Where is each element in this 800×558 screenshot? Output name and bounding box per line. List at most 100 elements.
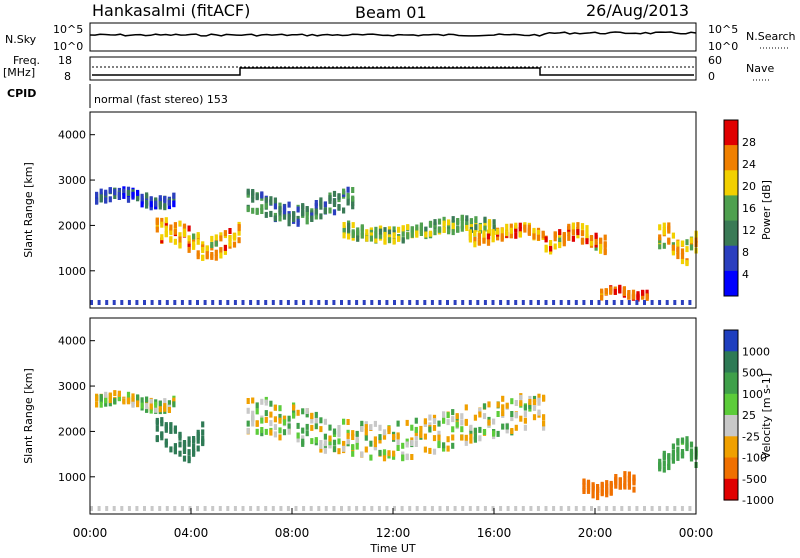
velocity-cell-332 [414, 434, 418, 441]
power-cell-352 [383, 232, 387, 238]
velocity-cell-521 [623, 475, 627, 482]
velocity-cell-435 [510, 398, 514, 405]
velocity-cell-146 [246, 420, 250, 427]
power-cell-39 [126, 190, 131, 196]
power-cell-689 [658, 224, 662, 231]
power-colorbar: 28 24 20 16 12 8 4 [723, 119, 756, 297]
power-cell-433 [456, 219, 460, 226]
velocity-cell-308 [392, 450, 396, 457]
velocity-noise-189 [567, 506, 571, 511]
power-cell-244 [296, 218, 300, 225]
velocity-cell-113 [173, 448, 177, 455]
power-cell-333 [365, 229, 369, 236]
velocity-cell-180 [278, 413, 282, 420]
velocity-cell-527 [627, 475, 631, 482]
power-cell-587 [567, 229, 571, 236]
power-cell-378 [406, 232, 410, 239]
power-cell-703 [671, 249, 675, 256]
velocity-cell-361 [442, 445, 446, 452]
velocity-cell-380 [460, 413, 464, 420]
power-cell-126 [187, 235, 191, 242]
velocity-cell-24 [113, 398, 117, 405]
velocity-noise-129 [415, 506, 419, 511]
velocity-cell-109 [169, 446, 173, 453]
velocity-colorbar-label: Velocity [m s-1] [760, 373, 773, 459]
power-noise-9 [112, 300, 116, 305]
velocity-noise-42 [196, 506, 199, 511]
power-cell-698 [667, 227, 671, 234]
power-cell-19 [108, 187, 112, 194]
velocity-cell-554 [671, 443, 675, 450]
power-cell-609 [585, 225, 589, 232]
velocity-noise-90 [317, 506, 321, 511]
velocity-cell-278 [364, 424, 368, 431]
power-cell-669 [631, 293, 636, 300]
power-cell-413 [437, 218, 442, 225]
velocity-cell-313 [396, 420, 400, 427]
velocity-noise-33 [173, 506, 177, 511]
velocity-cell-383 [460, 434, 464, 441]
power-noise-228 [665, 300, 669, 305]
velocity-noise-105 [355, 506, 359, 511]
power-cell-81 [167, 203, 171, 210]
power-cell-339 [369, 235, 373, 242]
power-noise-57 [233, 300, 237, 305]
power-cell-718 [685, 239, 689, 246]
power-noise-102 [347, 300, 351, 305]
velocity-cell-246 [337, 438, 341, 445]
power-noise-216 [635, 300, 639, 305]
power-cell-423 [447, 228, 451, 235]
velocity-cell-573 [689, 455, 694, 462]
power-cbar-tick-4: 12 [742, 224, 756, 237]
velocity-cell-294 [378, 434, 382, 441]
velocity-noise-222 [650, 506, 654, 511]
velocity-cell-472 [542, 420, 546, 427]
velocity-noise-135 [430, 506, 434, 511]
power-noise-204 [605, 300, 609, 305]
velocity-noise-66 [256, 506, 260, 511]
velocity-cell-553 [671, 454, 675, 461]
power-noise-36 [180, 300, 184, 305]
velocity-cell-358 [437, 434, 441, 441]
velocity-noise-6 [105, 506, 109, 511]
power-noise-186 [559, 300, 563, 305]
power-cell-438 [460, 222, 464, 229]
velocity-cell-275 [364, 434, 368, 441]
power-cell-311 [347, 222, 351, 229]
velocity-cell-360 [442, 411, 446, 418]
velocity-cell-377 [455, 421, 459, 428]
velocity-cell-421 [496, 430, 500, 437]
power-cell-347 [378, 232, 383, 239]
power-cell-266 [319, 213, 323, 220]
power-noise-69 [264, 300, 268, 305]
power-cell-234 [287, 214, 291, 221]
power-noise-54 [226, 300, 230, 305]
velocity-cell-203 [296, 409, 300, 416]
velocity-cell-58 [145, 406, 149, 413]
velocity-cell-464 [532, 399, 537, 405]
power-cell-297 [346, 192, 350, 199]
velocity-cell-331 [414, 417, 418, 424]
power-cell-524 [509, 227, 513, 234]
velocity-cell-214 [305, 408, 309, 414]
velocity-cell-297 [382, 455, 387, 462]
power-cell-549 [532, 233, 536, 240]
velocity-cell-496 [600, 490, 604, 497]
velocity-cell-404 [478, 435, 482, 442]
power-noise-126 [408, 300, 412, 305]
power-cell-288 [337, 193, 341, 200]
power-cell-474 [492, 224, 496, 231]
velocity-cell-397 [473, 427, 477, 434]
power-cell-593 [571, 229, 575, 236]
power-cell-204 [260, 208, 264, 214]
velocity-cell-544 [662, 453, 666, 459]
power-cell-168 [223, 248, 227, 255]
power-cell-483 [473, 241, 477, 248]
power-cell-218 [273, 203, 277, 210]
velocity-cell-299 [382, 449, 387, 456]
power-cell-174 [228, 235, 232, 242]
freq-label: Freq. [13, 54, 40, 67]
power-cell-579 [558, 229, 562, 236]
velocity-cell-184 [278, 417, 282, 424]
velocity-noise-192 [574, 506, 578, 511]
